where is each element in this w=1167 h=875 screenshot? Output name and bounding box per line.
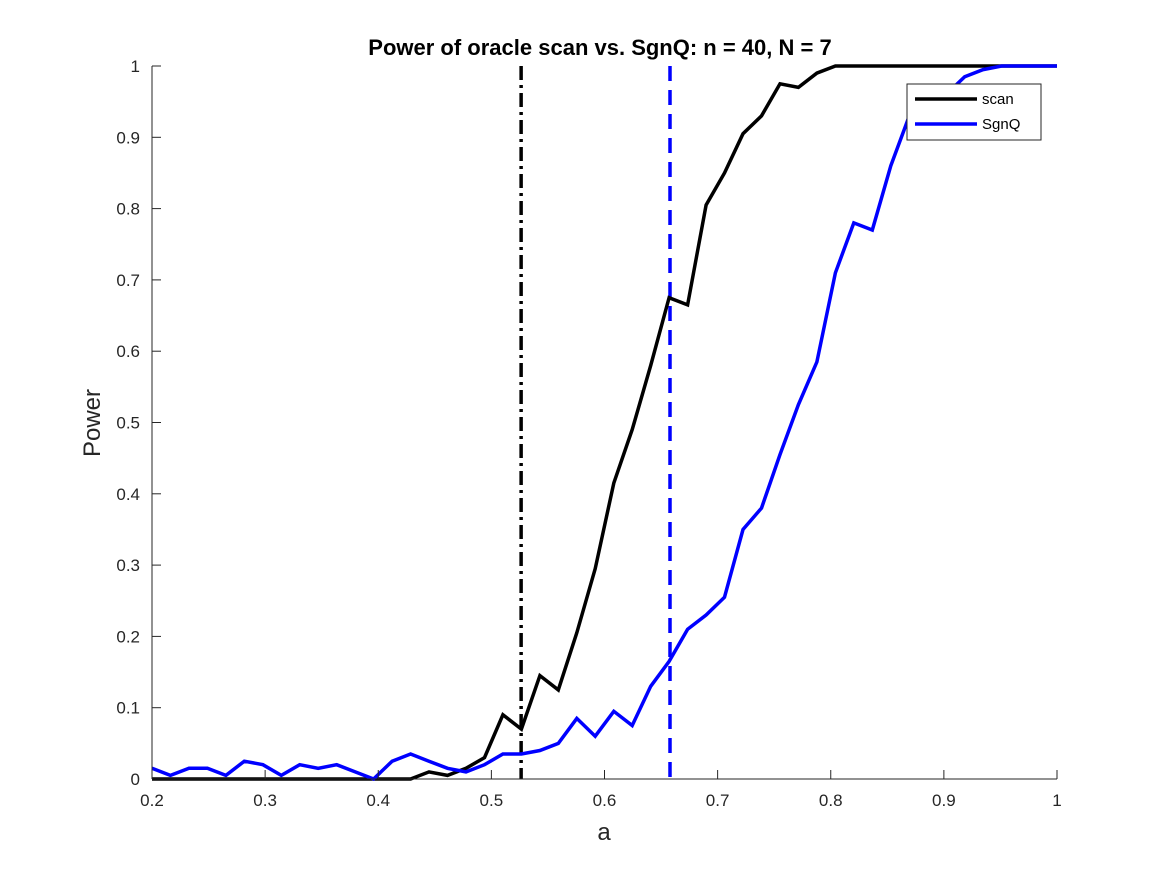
plot-area: 0.2 0.3 0.4 0.5 0.6 0.7 0.8 0.9 1 00.10.20.30.40… [116, 57, 1061, 810]
x-tick-label: 0.8 [819, 791, 843, 810]
y-tick-label: 0.4 [116, 485, 140, 504]
x-axis-label: a [597, 819, 611, 846]
x-tick-label: 0.7 [706, 791, 730, 810]
y-tick-label: 0.9 [116, 128, 140, 147]
y-tick-label: 0.3 [116, 556, 140, 575]
legend-box [906, 83, 1042, 141]
y-tick-label: 0.8 [116, 200, 140, 219]
legend-label: SgnQ [982, 116, 1020, 133]
legend-label: scan [982, 91, 1014, 108]
axes-box [152, 66, 1057, 779]
y-tick-label: 0.2 [116, 627, 140, 646]
x-tick-label: 0.5 [480, 791, 504, 810]
y-ticks: 0 0.1 0.2 0.3 0.4 0.5 0.6 0.7 0.8 0.9 1 [116, 57, 161, 789]
x-ticks: 0.2 0.3 0.4 0.5 0.6 0.7 0.8 0.9 1 [140, 770, 1062, 810]
x-tick-label: 0.6 [593, 791, 617, 810]
y-tick-label: 0.6 [116, 342, 140, 361]
y-tick-label: 1 [131, 57, 140, 76]
y-tick-label: 0.7 [116, 271, 140, 290]
x-tick-label: 0.2 [140, 791, 164, 810]
y-tick-label: 0 [131, 770, 140, 789]
y-axis-label: Power [79, 389, 106, 457]
y-tick-label: 0.5 [116, 414, 140, 433]
legend[interactable]: scan SgnQ [906, 83, 1042, 141]
chart-title: Power of oracle scan vs. SgnQ: n = 40, N… [368, 35, 831, 60]
reference-lines [519, 66, 672, 779]
x-tick-label: 0.3 [253, 791, 277, 810]
x-tick-label: 0.4 [366, 791, 390, 810]
y-tick-label: 0.1 [116, 699, 140, 718]
x-tick-label: 1 [1052, 791, 1061, 810]
series-line-sgnq [151, 64, 1057, 782]
x-tick-label: 0.9 [932, 791, 956, 810]
